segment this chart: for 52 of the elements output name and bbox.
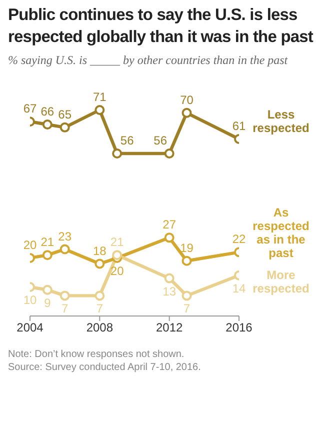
data-label: 56 [120, 134, 134, 148]
series-label: Less respected [252, 108, 310, 136]
data-label: 7 [183, 302, 190, 316]
data-label: 23 [58, 229, 72, 244]
data-label: 9 [44, 296, 52, 310]
data-label: 7 [96, 302, 104, 316]
point [112, 148, 122, 159]
series-label: As respected as in the past [252, 206, 310, 260]
x-tick-label: 2004 [16, 320, 44, 335]
point [182, 108, 192, 118]
chart-title: Public continues to say the U.S. is less respected globally than it was in the past [8, 5, 314, 48]
data-label: 67 [23, 102, 37, 116]
text: Note: Don’t know responses not shown. [8, 348, 186, 361]
data-label: 22 [232, 232, 246, 246]
source-note: Source: Survey conducted April 7-10, 2016. [8, 361, 202, 374]
point [94, 105, 105, 115]
point [112, 250, 122, 260]
point [182, 256, 192, 266]
data-label: 65 [58, 107, 72, 122]
point [60, 122, 70, 132]
x-tick-label: 2008 [86, 320, 114, 335]
data-label: 21 [40, 235, 54, 250]
point [42, 250, 52, 260]
data-label: 19 [180, 240, 194, 255]
data-label: 14 [232, 281, 246, 296]
x-tick-label: 2016 [226, 320, 253, 335]
chart-subtitle: % saying U.S. is _____ by other countries than in the past [8, 53, 289, 68]
data-label: 20 [23, 238, 37, 252]
point [60, 290, 70, 301]
point [164, 273, 174, 284]
point [94, 290, 105, 301]
data-label: 10 [23, 292, 37, 307]
data-label: 7 [61, 302, 68, 316]
point [42, 284, 52, 295]
point [164, 148, 174, 159]
data-label: 56 [154, 134, 168, 148]
data-label: 20 [110, 264, 124, 278]
point [94, 258, 105, 269]
data-label: 66 [40, 104, 54, 119]
x-tick-label: 2012 [156, 320, 184, 335]
point [182, 290, 192, 301]
data-label: 13 [162, 284, 176, 298]
data-label: 71 [92, 90, 107, 104]
data-label: 61 [232, 119, 246, 134]
series-label: More respected [252, 268, 310, 296]
point [164, 232, 174, 243]
point [60, 244, 70, 254]
data-label: 27 [162, 218, 176, 232]
data-label: 70 [180, 92, 194, 107]
point [42, 120, 52, 130]
data-label: 21 [110, 235, 124, 250]
data-label: 18 [92, 244, 107, 258]
